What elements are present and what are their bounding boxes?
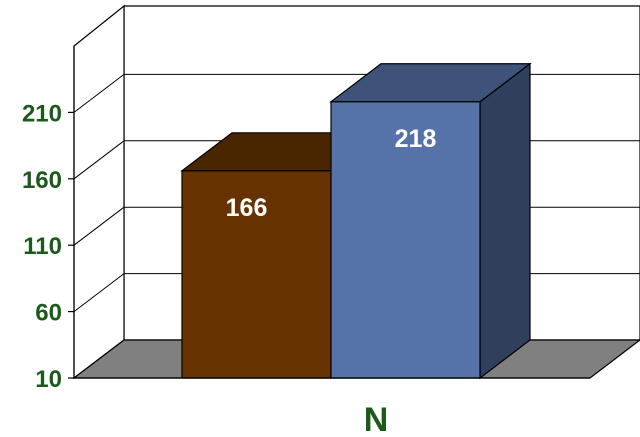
y-tick-label: 10 [35, 366, 62, 393]
y-tick-label: 160 [22, 167, 62, 194]
bar-series-2: 218 [331, 64, 530, 378]
bar-value-label: 218 [395, 125, 437, 153]
y-axis: 10 60 110 160 210 [22, 46, 74, 393]
x-axis: N [74, 378, 590, 437]
y-tick-label: 60 [35, 300, 62, 327]
side-wall [74, 6, 124, 378]
y-tick-label: 110 [23, 233, 62, 260]
x-category-label: N [364, 401, 389, 437]
y-tick-label: 210 [22, 100, 62, 127]
bar-side [480, 64, 530, 378]
bar-value-label: 166 [226, 194, 268, 222]
